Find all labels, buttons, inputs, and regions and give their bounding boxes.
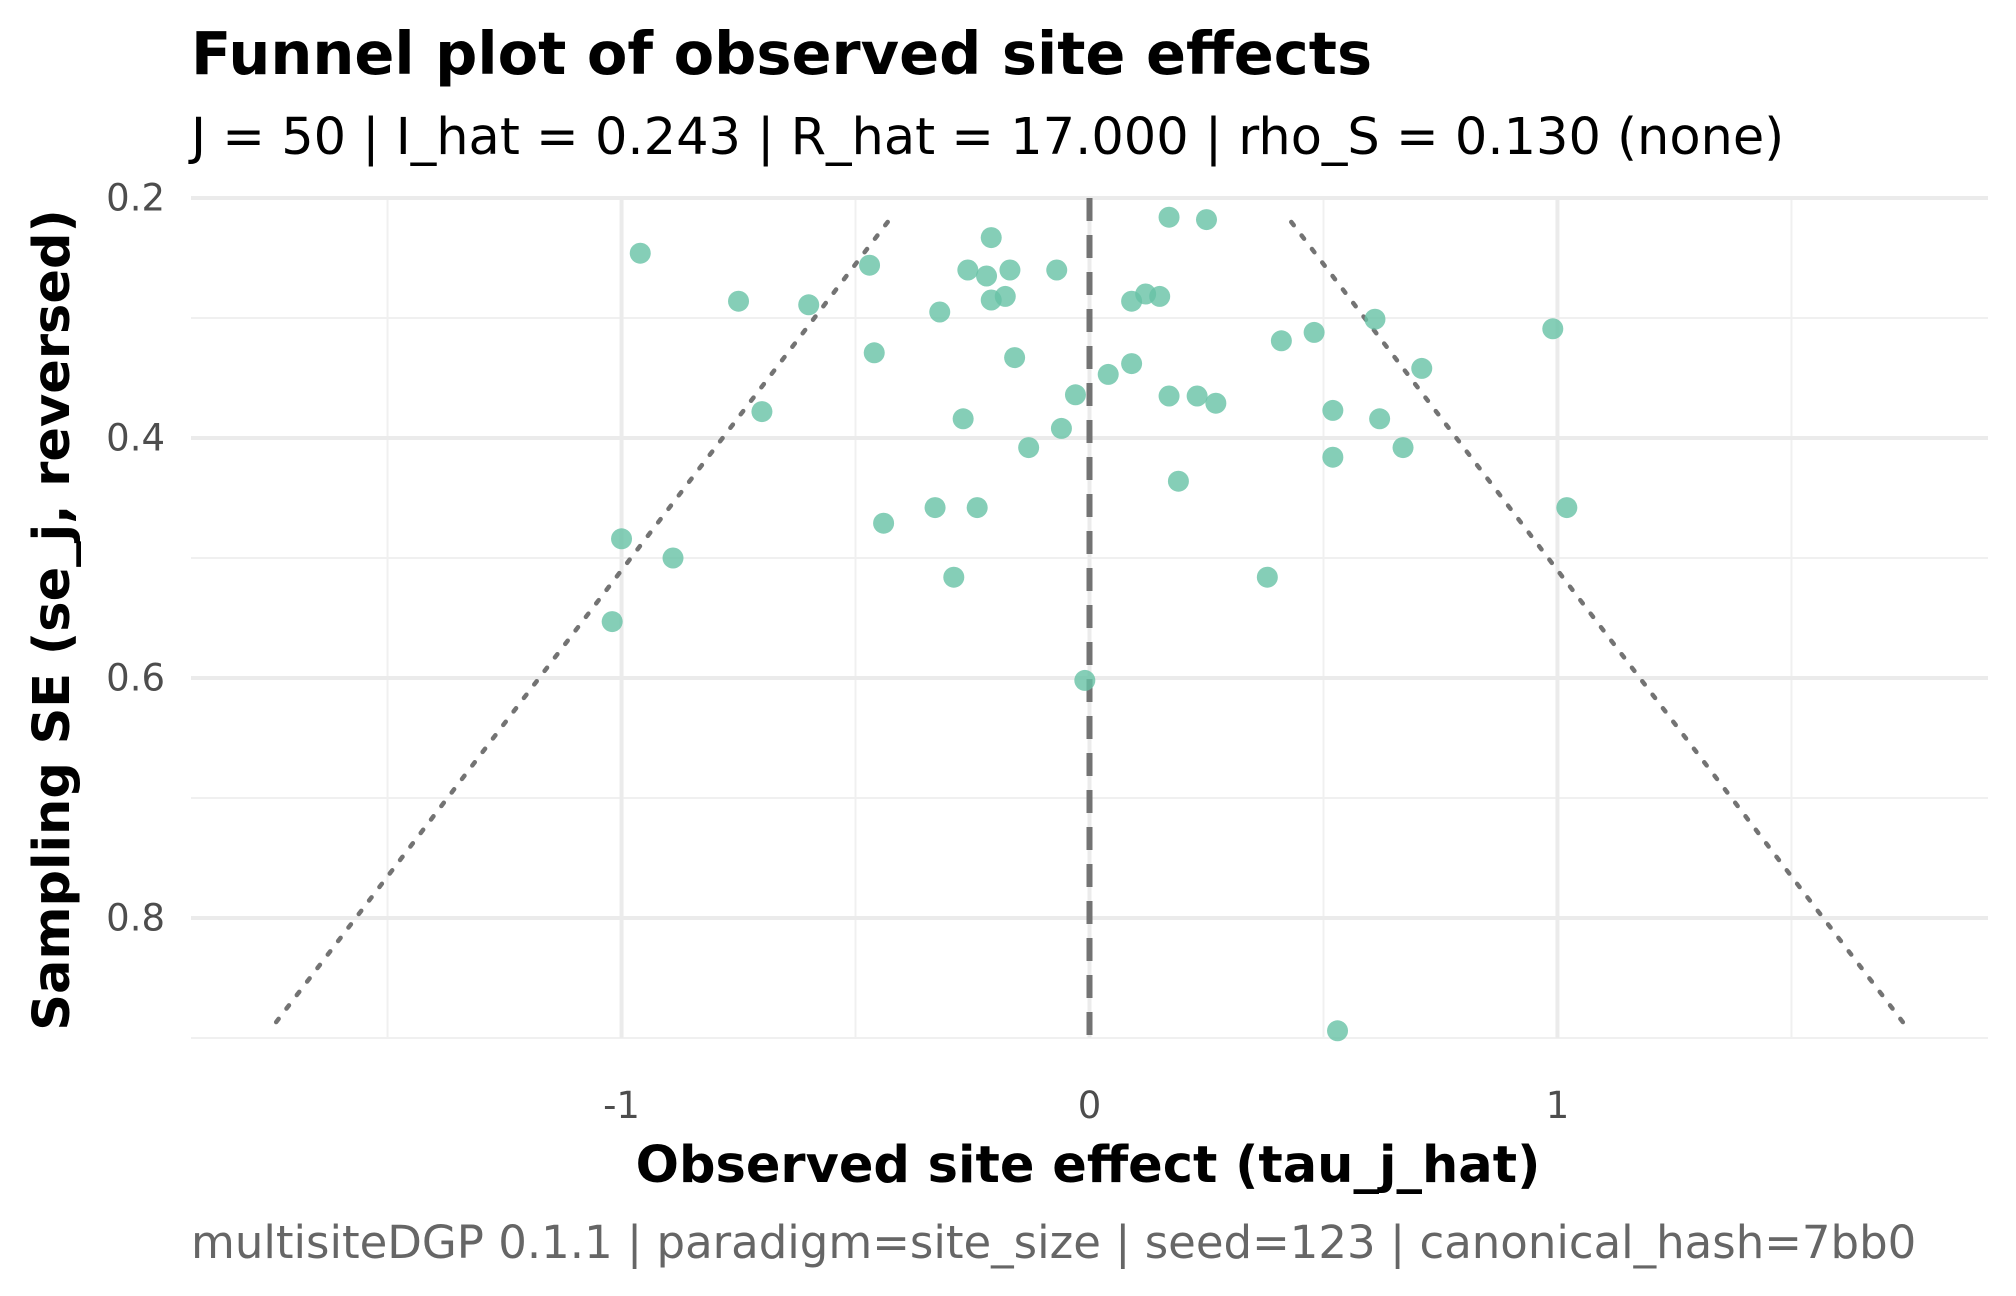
- data-point: [629, 242, 651, 264]
- data-point: [1556, 497, 1578, 519]
- data-point: [1195, 209, 1217, 231]
- data-point: [1364, 308, 1386, 330]
- funnel-bounds: [270, 219, 1909, 1029]
- data-point: [611, 528, 633, 550]
- data-point: [1186, 385, 1208, 407]
- data-point: [1158, 385, 1180, 407]
- data-point: [1097, 363, 1119, 385]
- data-point: [1392, 437, 1414, 459]
- data-point: [863, 342, 885, 364]
- data-point: [1050, 417, 1072, 439]
- data-point: [980, 227, 1002, 249]
- chart-caption: multisiteDGP 0.1.1 | paradigm=site_size …: [191, 1216, 1916, 1269]
- data-point: [1303, 321, 1325, 343]
- data-point: [966, 497, 988, 519]
- data-point: [1158, 206, 1180, 228]
- data-point: [994, 285, 1016, 307]
- y-tick-label: 0.8: [106, 897, 165, 940]
- data-point: [1149, 285, 1171, 307]
- data-point: [943, 566, 965, 588]
- data-point: [999, 259, 1021, 281]
- x-tick-label: 1: [1546, 1084, 1570, 1127]
- data-point: [601, 611, 623, 633]
- data-point: [976, 265, 998, 287]
- data-point: [929, 301, 951, 323]
- data-point: [662, 547, 684, 569]
- y-axis-ticks: 0.2 0.4 0.6 0.8: [106, 177, 165, 940]
- y-tick-label: 0.6: [106, 657, 165, 700]
- data-point: [1064, 384, 1086, 406]
- data-point: [957, 259, 979, 281]
- x-tick-label: 0: [1078, 1084, 1102, 1127]
- chart-subtitle: J = 50 | I_hat = 0.243 | R_hat = 17.000 …: [188, 108, 1784, 167]
- x-axis-title: Observed site effect (tau_j_hat): [636, 1136, 1541, 1195]
- data-points: [601, 206, 1578, 1042]
- data-point: [1256, 566, 1278, 588]
- data-point: [1322, 446, 1344, 468]
- data-point: [1121, 353, 1143, 375]
- data-point: [1542, 318, 1564, 340]
- data-point: [1074, 669, 1096, 691]
- y-tick-label: 0.2: [106, 177, 165, 220]
- data-point: [728, 290, 750, 312]
- funnel-line-right: [1289, 219, 1909, 1029]
- chart-title: Funnel plot of observed site effects: [191, 19, 1372, 88]
- data-point: [873, 512, 895, 534]
- data-point: [1411, 357, 1433, 379]
- data-point: [1205, 392, 1227, 414]
- data-point: [924, 497, 946, 519]
- x-tick-label: -1: [603, 1084, 640, 1127]
- data-point: [1322, 399, 1344, 421]
- y-tick-label: 0.4: [106, 417, 165, 460]
- data-point: [1327, 1020, 1349, 1042]
- data-point: [1167, 470, 1189, 492]
- data-point: [1004, 347, 1026, 369]
- x-axis-ticks: -1 0 1: [603, 1084, 1569, 1127]
- y-axis-title: Sampling SE (se_j, reversed): [23, 209, 82, 1031]
- data-point: [1046, 259, 1068, 281]
- data-point: [1018, 437, 1040, 459]
- data-point: [859, 254, 881, 276]
- funnel-line-left: [270, 219, 890, 1029]
- data-point: [1369, 408, 1391, 430]
- data-point: [751, 401, 773, 423]
- data-point: [1270, 330, 1292, 352]
- data-point: [798, 294, 820, 316]
- data-point: [952, 408, 974, 430]
